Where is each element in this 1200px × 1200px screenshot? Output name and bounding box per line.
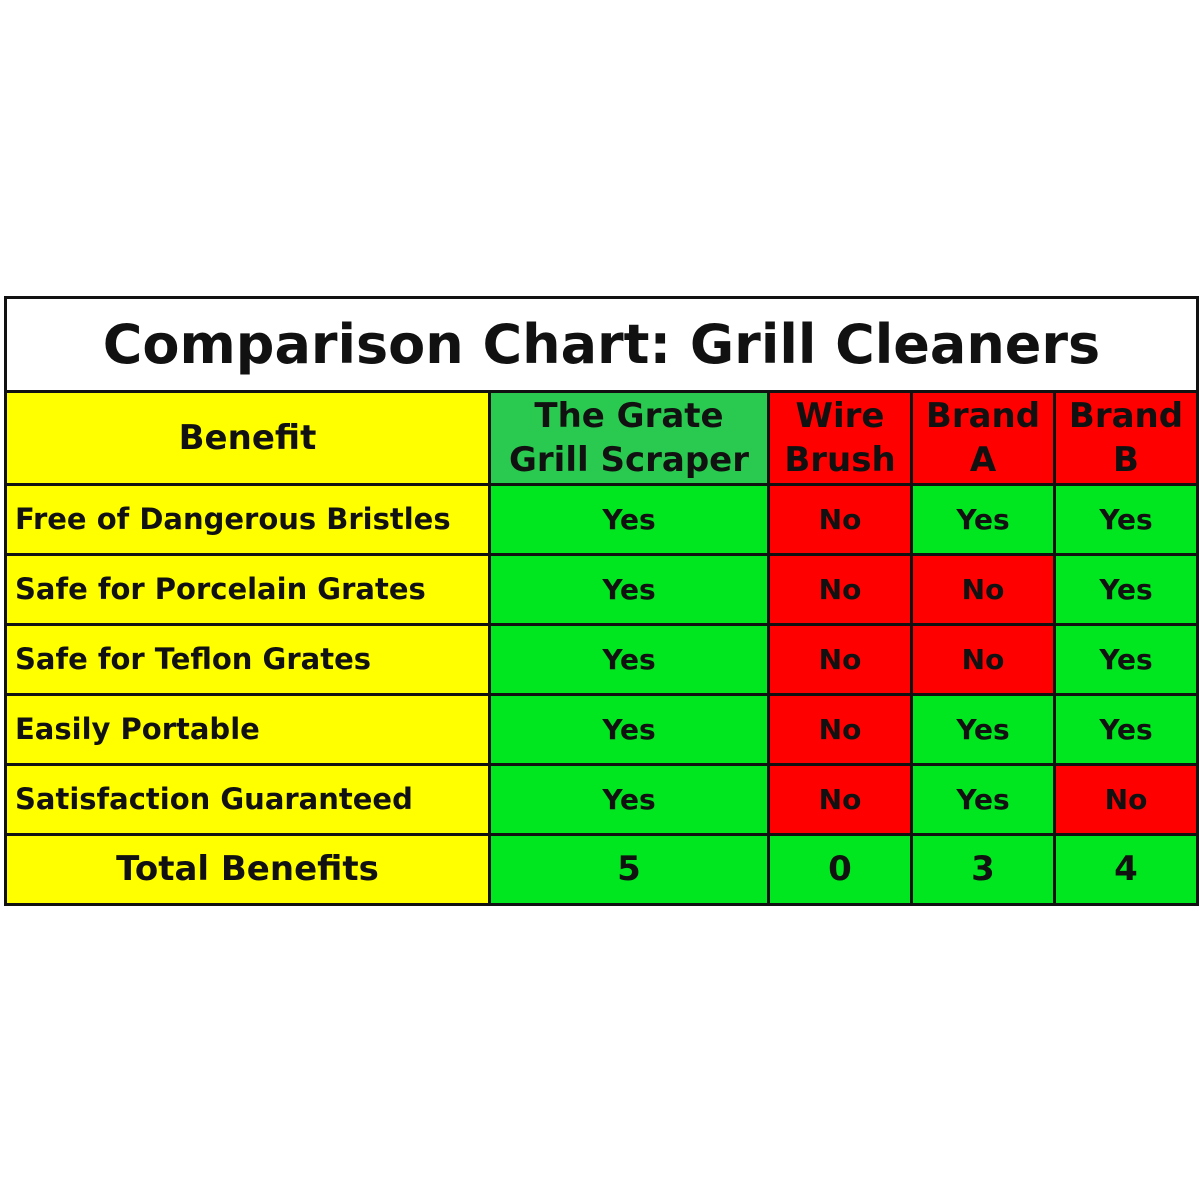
column-header-brand-a: Brand A	[910, 390, 1056, 486]
table-row: Easily Portable Yes No Yes Yes	[4, 692, 1200, 766]
value-cell: Yes	[1052, 482, 1200, 556]
title-row: Comparison Chart: Grill Cleaners	[3, 295, 1200, 394]
total-label: Total Benefits	[4, 832, 491, 907]
chart-title: Comparison Chart: Grill Cleaners	[3, 295, 1200, 394]
column-header-line: Benefit	[178, 418, 317, 459]
column-header-wire-brush: Wire Brush	[767, 390, 913, 486]
value-cell: Yes	[1052, 552, 1200, 626]
table-row: Safe for Teflon Grates Yes No No Yes	[4, 622, 1200, 696]
value-cell: Yes	[910, 762, 1056, 836]
value-cell: Yes	[1052, 692, 1200, 766]
total-value: 4	[1052, 832, 1200, 907]
total-row: Total Benefits 5 0 3 4	[4, 832, 1200, 907]
table-row: Free of Dangerous Bristles Yes No Yes Ye…	[4, 482, 1200, 556]
value-cell: Yes	[488, 552, 770, 626]
value-cell: No	[910, 622, 1056, 696]
table-row: Safe for Porcelain Grates Yes No No Yes	[4, 552, 1200, 626]
column-header-line: Brand	[925, 396, 1041, 437]
column-header-line: Wire	[795, 396, 885, 437]
value-cell: No	[767, 622, 913, 696]
value-cell: No	[767, 482, 913, 556]
comparison-table: Comparison Chart: Grill Cleaners Benefit…	[3, 295, 1200, 907]
value-cell: Yes	[488, 762, 770, 836]
value-cell: Yes	[1052, 622, 1200, 696]
value-cell: No	[767, 762, 913, 836]
total-value: 5	[488, 832, 770, 907]
value-cell: Yes	[488, 482, 770, 556]
benefit-label: Satisfaction Guaranteed	[4, 762, 491, 836]
column-header-grate-grill-scraper: The Grate Grill Scraper	[488, 390, 770, 486]
value-cell: No	[1052, 762, 1200, 836]
column-header-benefit: Benefit	[4, 390, 491, 486]
value-cell: No	[767, 552, 913, 626]
benefit-label: Safe for Teflon Grates	[4, 622, 491, 696]
total-value: 3	[910, 832, 1056, 907]
value-cell: Yes	[910, 692, 1056, 766]
value-cell: Yes	[488, 692, 770, 766]
column-header-line: Brush	[784, 440, 896, 481]
header-row: Benefit The Grate Grill Scraper Wire Bru…	[4, 390, 1200, 486]
column-header-line: Grill Scraper	[509, 440, 749, 481]
column-header-line: A	[969, 440, 997, 481]
column-header-line: B	[1113, 440, 1139, 481]
benefit-label: Safe for Porcelain Grates	[4, 552, 491, 626]
benefit-label: Easily Portable	[4, 692, 491, 766]
total-value: 0	[767, 832, 913, 907]
column-header-line: Brand	[1068, 396, 1184, 437]
value-cell: Yes	[910, 482, 1056, 556]
column-header-line: The Grate	[534, 396, 724, 437]
value-cell: No	[910, 552, 1056, 626]
value-cell: Yes	[488, 622, 770, 696]
column-header-brand-b: Brand B	[1052, 390, 1200, 486]
value-cell: No	[767, 692, 913, 766]
table-row: Satisfaction Guaranteed Yes No Yes No	[4, 762, 1200, 836]
benefit-label: Free of Dangerous Bristles	[4, 482, 491, 556]
